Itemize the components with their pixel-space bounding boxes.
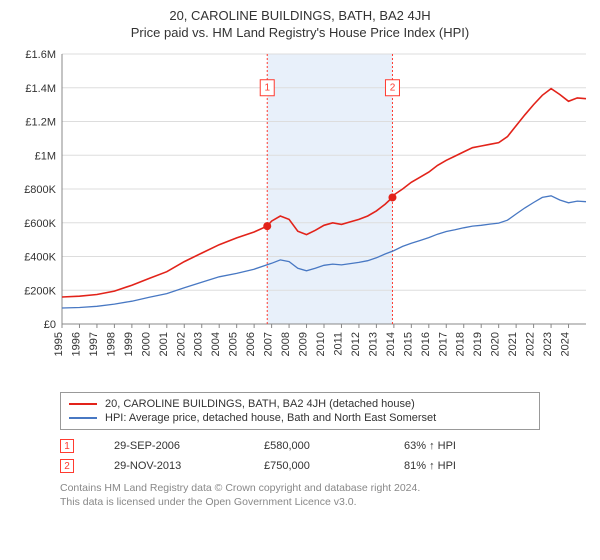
svg-text:2: 2 — [390, 82, 396, 93]
chart-svg: £0 £200K £400K £600K £800K £1M £1.2M £1.4M £1.6M… — [10, 46, 590, 386]
svg-text:2001: 2001 — [158, 332, 170, 356]
footer-line2: This data is licensed under the Open Gov… — [60, 496, 590, 510]
legend-swatch — [69, 417, 97, 419]
chart-title: 20, CAROLINE BUILDINGS, BATH, BA2 4JH — [10, 8, 590, 23]
sale-marker: 1 — [60, 439, 74, 453]
svg-text:2015: 2015 — [402, 332, 414, 356]
svg-text:1998: 1998 — [105, 332, 117, 356]
sale-row: 1 29-SEP-2006 £580,000 63% ↑ HPI — [60, 436, 590, 456]
svg-text:£600K: £600K — [24, 218, 56, 230]
legend-item: 20, CAROLINE BUILDINGS, BATH, BA2 4JH (d… — [69, 397, 531, 411]
svg-text:2011: 2011 — [332, 332, 344, 356]
svg-text:2019: 2019 — [472, 332, 484, 356]
sale-pct: 63% ↑ HPI — [404, 440, 456, 452]
chart-container: 20, CAROLINE BUILDINGS, BATH, BA2 4JH Pr… — [0, 0, 600, 513]
sale-date: 29-NOV-2013 — [114, 460, 224, 472]
svg-text:£1.2M: £1.2M — [25, 117, 56, 129]
sale-date: 29-SEP-2006 — [114, 440, 224, 452]
legend: 20, CAROLINE BUILDINGS, BATH, BA2 4JH (d… — [60, 392, 540, 430]
svg-text:2016: 2016 — [420, 332, 432, 356]
svg-text:2012: 2012 — [350, 332, 362, 356]
svg-text:2014: 2014 — [385, 332, 397, 356]
svg-text:1999: 1999 — [123, 332, 135, 356]
svg-text:2017: 2017 — [437, 332, 449, 356]
sale-price: £580,000 — [264, 440, 364, 452]
svg-text:2010: 2010 — [315, 332, 327, 356]
sale-price: £750,000 — [264, 460, 364, 472]
svg-text:1996: 1996 — [70, 332, 82, 356]
legend-swatch — [69, 403, 97, 405]
svg-text:2009: 2009 — [298, 332, 310, 356]
svg-text:£1.4M: £1.4M — [25, 83, 56, 95]
svg-text:2000: 2000 — [140, 332, 152, 356]
svg-text:£200K: £200K — [24, 285, 56, 297]
sale-row: 2 29-NOV-2013 £750,000 81% ↑ HPI — [60, 456, 590, 476]
svg-text:1997: 1997 — [88, 332, 100, 356]
footer-line1: Contains HM Land Registry data © Crown c… — [60, 482, 590, 496]
svg-text:2018: 2018 — [455, 332, 467, 356]
svg-text:2005: 2005 — [228, 332, 240, 356]
legend-label: 20, CAROLINE BUILDINGS, BATH, BA2 4JH (d… — [105, 398, 415, 410]
svg-text:2020: 2020 — [490, 332, 502, 356]
svg-text:2021: 2021 — [507, 332, 519, 356]
svg-text:£1.6M: £1.6M — [25, 49, 56, 61]
svg-text:2024: 2024 — [560, 332, 572, 356]
svg-text:£0: £0 — [44, 319, 56, 331]
legend-item: HPI: Average price, detached house, Bath… — [69, 411, 531, 425]
svg-text:2006: 2006 — [245, 332, 257, 356]
footer-attribution: Contains HM Land Registry data © Crown c… — [60, 482, 590, 509]
svg-text:£1M: £1M — [35, 150, 56, 162]
svg-text:2008: 2008 — [280, 332, 292, 356]
legend-label: HPI: Average price, detached house, Bath… — [105, 412, 436, 424]
svg-text:2002: 2002 — [175, 332, 187, 356]
svg-text:£400K: £400K — [24, 252, 56, 264]
chart-subtitle: Price paid vs. HM Land Registry's House … — [10, 25, 590, 40]
sale-marker: 2 — [60, 459, 74, 473]
svg-text:1: 1 — [264, 82, 270, 93]
svg-text:2023: 2023 — [542, 332, 554, 356]
svg-text:2003: 2003 — [193, 332, 205, 356]
sales-list: 1 29-SEP-2006 £580,000 63% ↑ HPI 2 29-NOV-201… — [60, 436, 590, 476]
svg-text:2007: 2007 — [263, 332, 275, 356]
svg-text:2004: 2004 — [210, 332, 222, 356]
svg-text:2013: 2013 — [367, 332, 379, 356]
sale-pct: 81% ↑ HPI — [404, 460, 456, 472]
svg-text:1995: 1995 — [53, 332, 65, 356]
chart-plot-area: £0 £200K £400K £600K £800K £1M £1.2M £1.4M £1.6M… — [10, 46, 590, 386]
svg-text:£800K: £800K — [24, 184, 56, 196]
svg-text:2022: 2022 — [525, 332, 537, 356]
